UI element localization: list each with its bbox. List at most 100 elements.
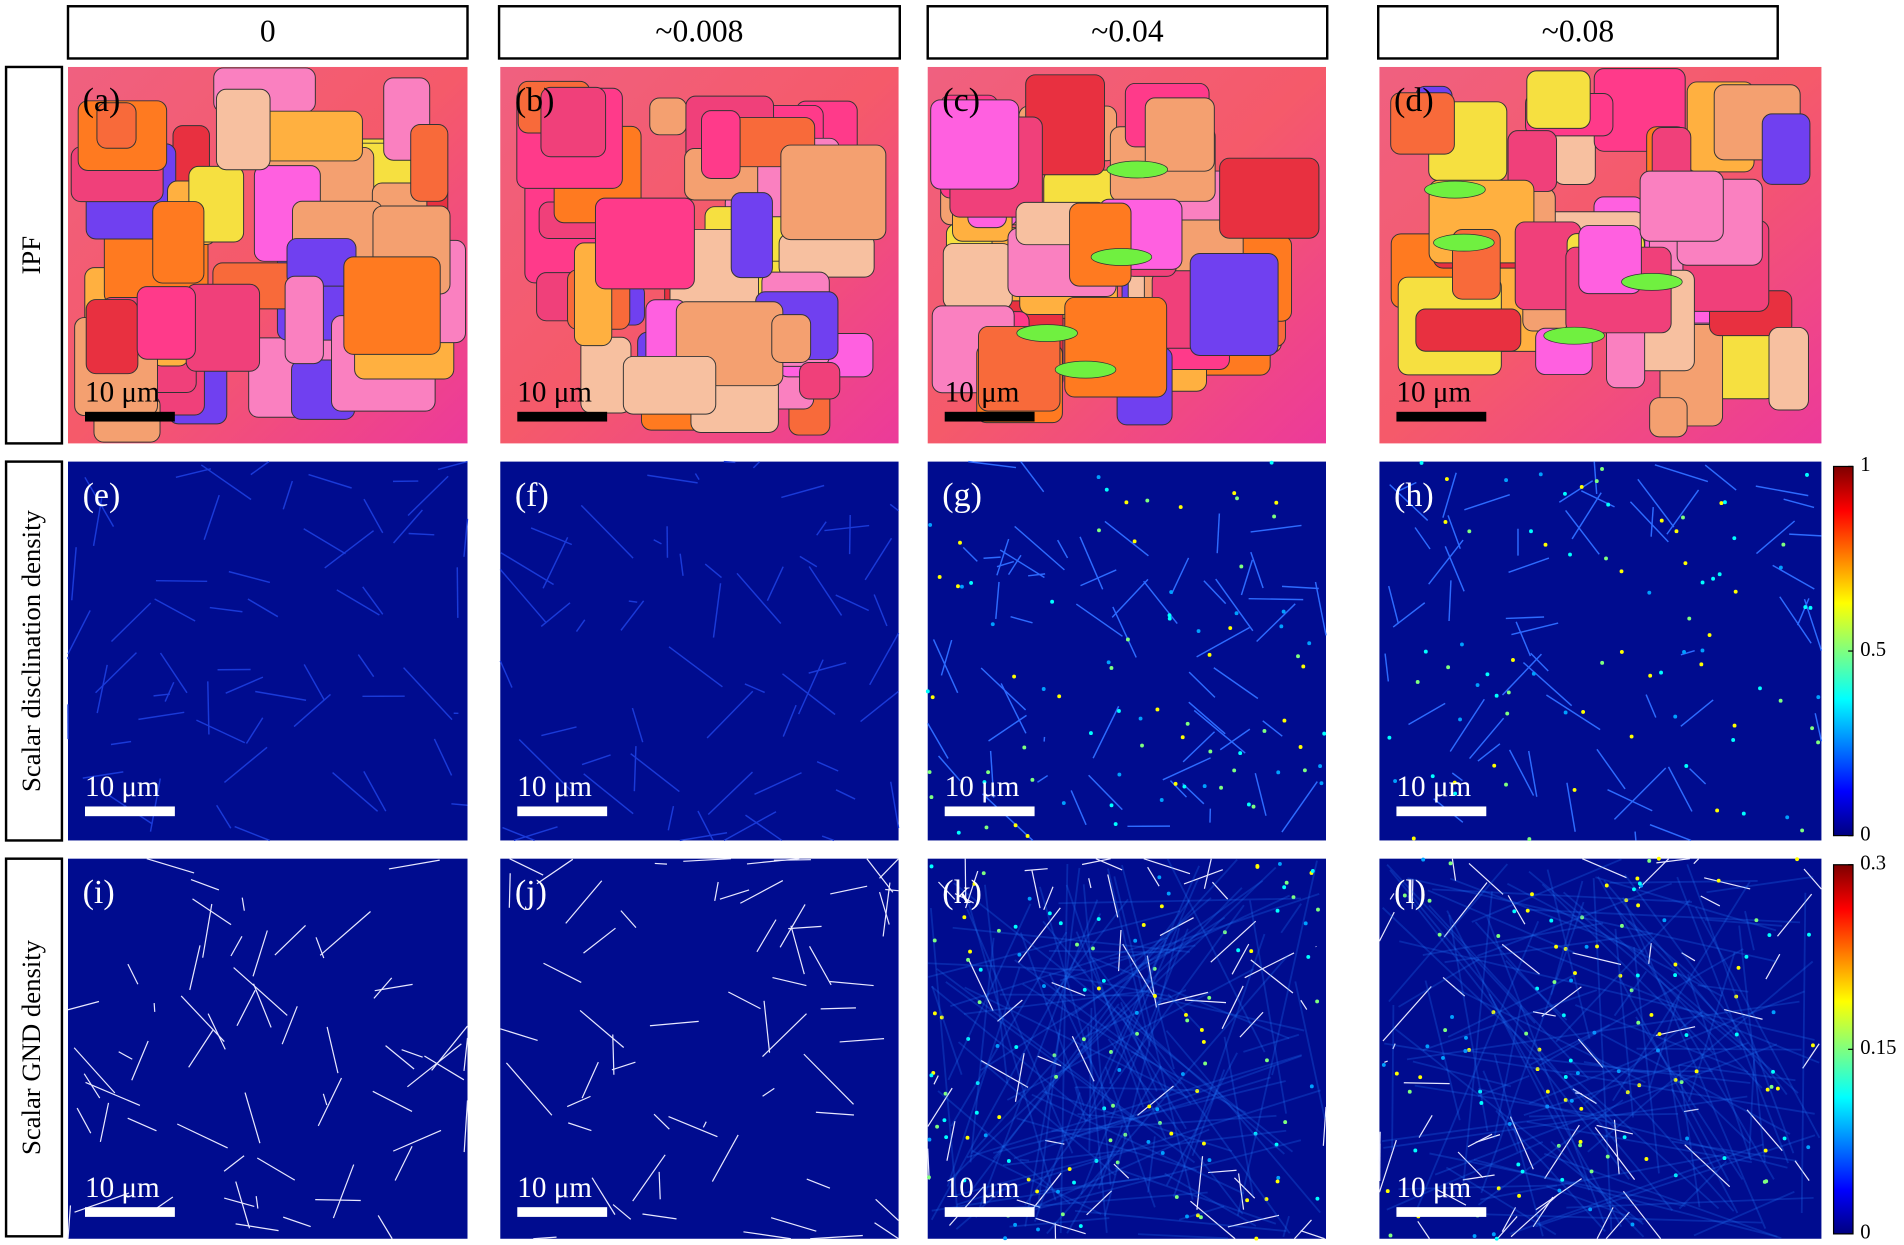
hotspot (1424, 980, 1461, 1121)
hotspot (1578, 1139, 1583, 1144)
hotspot (1054, 1074, 1059, 1079)
density-map (68, 858, 468, 1239)
hotspot (1680, 1075, 1751, 1144)
hotspot (1414, 920, 1540, 1214)
boundary (1704, 877, 1751, 890)
hotspot (1758, 686, 1762, 691)
boundary (1572, 1088, 1597, 1105)
boundary (996, 538, 1010, 576)
scale-bar (517, 411, 608, 422)
hotspot (980, 916, 1226, 1071)
hotspot (1578, 1143, 1583, 1148)
hotspot (1109, 803, 1114, 808)
hotspot (1172, 933, 1266, 1198)
boundary (189, 945, 201, 991)
scale-bar (944, 411, 1035, 422)
boundary (1079, 536, 1104, 590)
boundary (203, 494, 220, 541)
hotspot (1322, 731, 1327, 736)
hotspot (1178, 505, 1183, 510)
hotspot (942, 1118, 947, 1123)
boundary (835, 789, 856, 800)
hotspot (1117, 709, 1121, 713)
hotspot (1657, 1032, 1662, 1036)
boundary (1457, 1151, 1484, 1179)
boundary (407, 1043, 462, 1088)
hotspot (1207, 652, 1212, 657)
boundary (200, 464, 252, 501)
hotspot (1059, 863, 1069, 1234)
boundary (1037, 774, 1049, 783)
map-panel (67, 460, 469, 842)
hotspot (1276, 1175, 1281, 1180)
hotspot (1042, 1090, 1233, 1152)
panel-label: (d) (1394, 82, 1434, 119)
hotspot (1676, 876, 1790, 1164)
hotspot (1107, 1038, 1244, 1215)
boundary (1396, 481, 1417, 493)
boundary (1414, 527, 1431, 550)
boundary (1436, 1188, 1467, 1206)
hotspot (1158, 1121, 1162, 1125)
hotspot (1071, 880, 1264, 1017)
boundary (207, 1013, 226, 1050)
boundary (810, 1234, 863, 1240)
boundary (362, 586, 384, 615)
boundary (1511, 622, 1559, 636)
hotspot (1027, 896, 1032, 901)
hotspot (928, 522, 933, 527)
hotspot (1754, 918, 1759, 923)
hotspot (1471, 858, 1622, 923)
hotspot (1283, 1120, 1288, 1125)
boundary (1648, 943, 1652, 965)
grain (799, 362, 841, 400)
boundary (154, 598, 196, 622)
hotspot (1625, 1090, 1630, 1095)
hotspot (1207, 1158, 1212, 1163)
hotspot (1167, 993, 1204, 1032)
hotspot (1622, 897, 1767, 1229)
hotspot (1488, 993, 1623, 1228)
hotspot (999, 993, 1140, 997)
map-panel (500, 66, 899, 444)
boundary (317, 1077, 343, 1127)
hotspot (1201, 1039, 1206, 1044)
boundary (502, 826, 535, 842)
hotspot (1298, 745, 1303, 749)
boundary (1262, 720, 1283, 737)
boundary (1656, 858, 1690, 864)
boundary (176, 1123, 228, 1149)
hotspot (1682, 650, 1686, 654)
hotspot (1114, 1167, 1277, 1225)
boundary (1558, 480, 1594, 503)
hotspot (1647, 858, 1652, 863)
hotspot (1090, 946, 1095, 951)
hotspot (1108, 1138, 1113, 1143)
grain (1069, 202, 1132, 287)
hotspot (1472, 1234, 1477, 1238)
hotspot (1412, 1060, 1512, 1088)
boundary (1237, 1173, 1245, 1210)
hotspot (1022, 745, 1027, 750)
boundary (518, 738, 575, 794)
boundary (988, 714, 1027, 742)
boundary (372, 1090, 413, 1112)
hotspot (925, 689, 930, 694)
grain (96, 102, 137, 149)
column-header-box (497, 5, 901, 60)
boundary (808, 566, 843, 616)
boundary (71, 547, 77, 601)
column-header: ~0.08 (1542, 13, 1614, 48)
boundary (1772, 564, 1815, 590)
hotspot (1600, 467, 1604, 471)
boundary (1300, 1230, 1325, 1240)
grain (1578, 225, 1642, 295)
hotspot (1041, 687, 1046, 691)
hotspot (1013, 924, 1018, 929)
hotspot (1111, 1103, 1115, 1108)
boundary (322, 1093, 328, 1106)
hotspot (1674, 529, 1679, 534)
boundary (565, 880, 603, 924)
hotspot (1058, 897, 1302, 905)
hotspot (1662, 918, 1667, 923)
